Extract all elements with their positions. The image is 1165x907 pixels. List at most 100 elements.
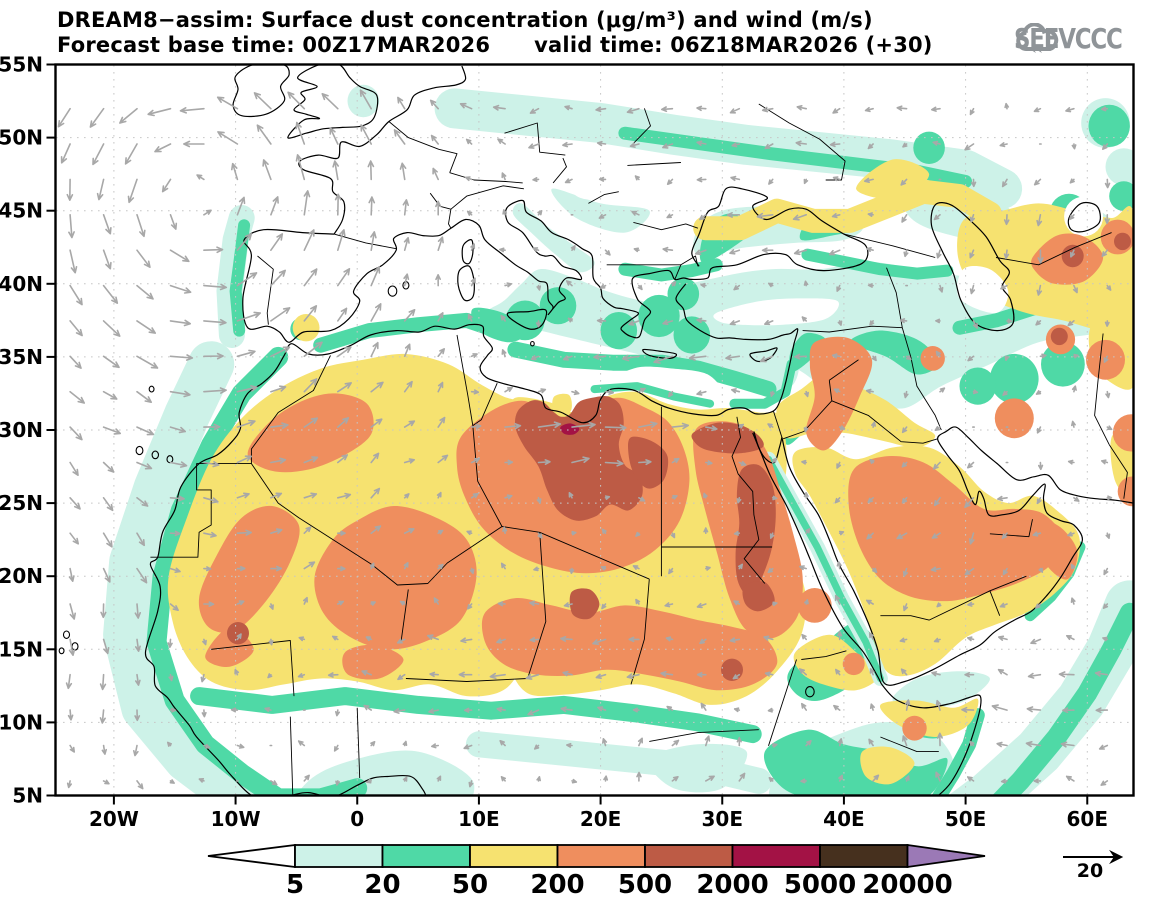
lon-axis: 20W 10W 0 10E 20E 30E 40E 50E 60E xyxy=(89,795,1109,830)
dust-fill-region xyxy=(146,346,368,795)
dust-fill-region xyxy=(1105,148,1133,186)
dust-fill-region xyxy=(721,658,743,681)
dust-fill-region xyxy=(618,366,723,395)
dust-fill-region xyxy=(842,652,865,676)
coastlines-layer xyxy=(58,65,1133,795)
dust-fill-region xyxy=(848,455,1061,602)
lat-tick-label: 15N xyxy=(0,637,43,661)
lon-tick-label: 40E xyxy=(823,807,865,830)
forecast-base-time: Forecast base time: 00Z17MAR2026 xyxy=(57,33,491,57)
dust-fill-region xyxy=(931,708,985,795)
coastline xyxy=(506,308,548,330)
country-border xyxy=(400,589,409,643)
island-outline xyxy=(387,285,398,297)
colorbar-cell xyxy=(819,844,909,868)
colorbar-tick-label: 20 xyxy=(364,870,400,900)
country-border xyxy=(880,590,1001,621)
country-border xyxy=(768,659,797,746)
dust-fill-region xyxy=(618,258,723,282)
lat-tick-label: 20N xyxy=(0,564,43,588)
coastline xyxy=(749,347,778,363)
dust-fill-region xyxy=(1109,181,1133,211)
country-border xyxy=(289,716,294,795)
dust-fill-region xyxy=(742,581,775,612)
dust-fill-region xyxy=(801,248,954,280)
dust-fill-region xyxy=(551,188,650,233)
colorbar-tick-label: 500 xyxy=(618,870,672,900)
legend-bar: 5 20 50 200 500 2000 5000 20000 20 xyxy=(207,843,1124,900)
country-border xyxy=(251,463,503,586)
country-border xyxy=(527,532,547,679)
country-border xyxy=(333,233,397,250)
coastline xyxy=(461,239,474,265)
lon-tick-label: 10W xyxy=(211,807,261,830)
dust-fill-region xyxy=(296,750,475,795)
country-border xyxy=(472,425,503,527)
dust-fill-region xyxy=(959,367,997,405)
dust-fill-region xyxy=(566,154,611,200)
country-border xyxy=(257,255,274,325)
lat-tick-label: 40N xyxy=(0,272,43,296)
country-border xyxy=(731,416,766,584)
dust-fill-region xyxy=(673,316,711,354)
map-subtitle: Forecast base time: 00Z17MAR2026 valid ti… xyxy=(57,33,933,57)
colorbar-cell xyxy=(731,844,821,868)
colorbar-tick-label: 50 xyxy=(452,870,488,900)
country-border xyxy=(504,122,566,156)
island-outline xyxy=(62,630,71,639)
dust-fill-region xyxy=(667,277,700,311)
dust-fill-region xyxy=(1117,476,1133,507)
coastline xyxy=(642,348,678,360)
dust-fill-region xyxy=(347,84,380,118)
lat-tick-label: 25N xyxy=(0,491,43,515)
lat-tick-label: 10N xyxy=(0,710,43,734)
island-outline xyxy=(58,647,65,655)
seevccc-logo: SEEVCCC xyxy=(1014,22,1145,55)
country-border xyxy=(627,162,681,166)
island-outline xyxy=(148,385,155,393)
dust-fill-region xyxy=(763,729,948,795)
colorbar-below-triangle xyxy=(207,843,296,869)
lat-tick-label: 50N xyxy=(0,126,43,150)
dust-fill-region xyxy=(920,346,945,371)
colorbar-tick-label: 200 xyxy=(530,870,584,900)
dust-fill-region xyxy=(198,505,300,633)
coastline xyxy=(298,65,467,235)
country-border xyxy=(552,157,567,184)
country-border xyxy=(150,355,331,558)
island-outline xyxy=(135,445,144,456)
country-border xyxy=(472,383,498,426)
dust-fill-region xyxy=(902,715,927,741)
island-outline xyxy=(151,450,160,460)
colorbar-tick-label: 5 xyxy=(286,870,304,900)
dust-fill-region xyxy=(860,746,915,785)
lon-tick-label: 0 xyxy=(350,807,364,830)
dust-fill-region xyxy=(806,336,873,451)
country-border xyxy=(1108,444,1128,499)
country-border xyxy=(829,359,859,381)
coastline xyxy=(242,186,869,343)
dust-fill-region xyxy=(729,359,797,409)
dust-fill-region xyxy=(735,464,776,597)
dust-fill-region xyxy=(956,265,1009,314)
country-border xyxy=(405,678,528,682)
lat-tick-label: 5N xyxy=(12,784,43,808)
wind-arrows-layer xyxy=(57,89,1113,790)
dust-fill-region xyxy=(1088,104,1130,147)
dust-fill-region xyxy=(691,422,764,454)
lat-tick-label: 45N xyxy=(0,199,43,223)
wind-reference-label: 20 xyxy=(1077,860,1103,882)
country-border xyxy=(989,575,1027,592)
country-border xyxy=(588,191,619,204)
country-border xyxy=(802,325,903,333)
dust-fill-region xyxy=(103,341,291,795)
lon-tick-label: 60E xyxy=(1067,807,1109,830)
dust-fill-region xyxy=(856,159,930,200)
dust-fill-layer xyxy=(103,84,1133,795)
dust-fill-region xyxy=(539,287,577,325)
country-border xyxy=(843,233,936,258)
lat-tick-label: 35N xyxy=(0,345,43,369)
country-border xyxy=(901,327,942,431)
colorbar-above-triangle xyxy=(906,843,986,869)
country-border xyxy=(758,103,846,181)
